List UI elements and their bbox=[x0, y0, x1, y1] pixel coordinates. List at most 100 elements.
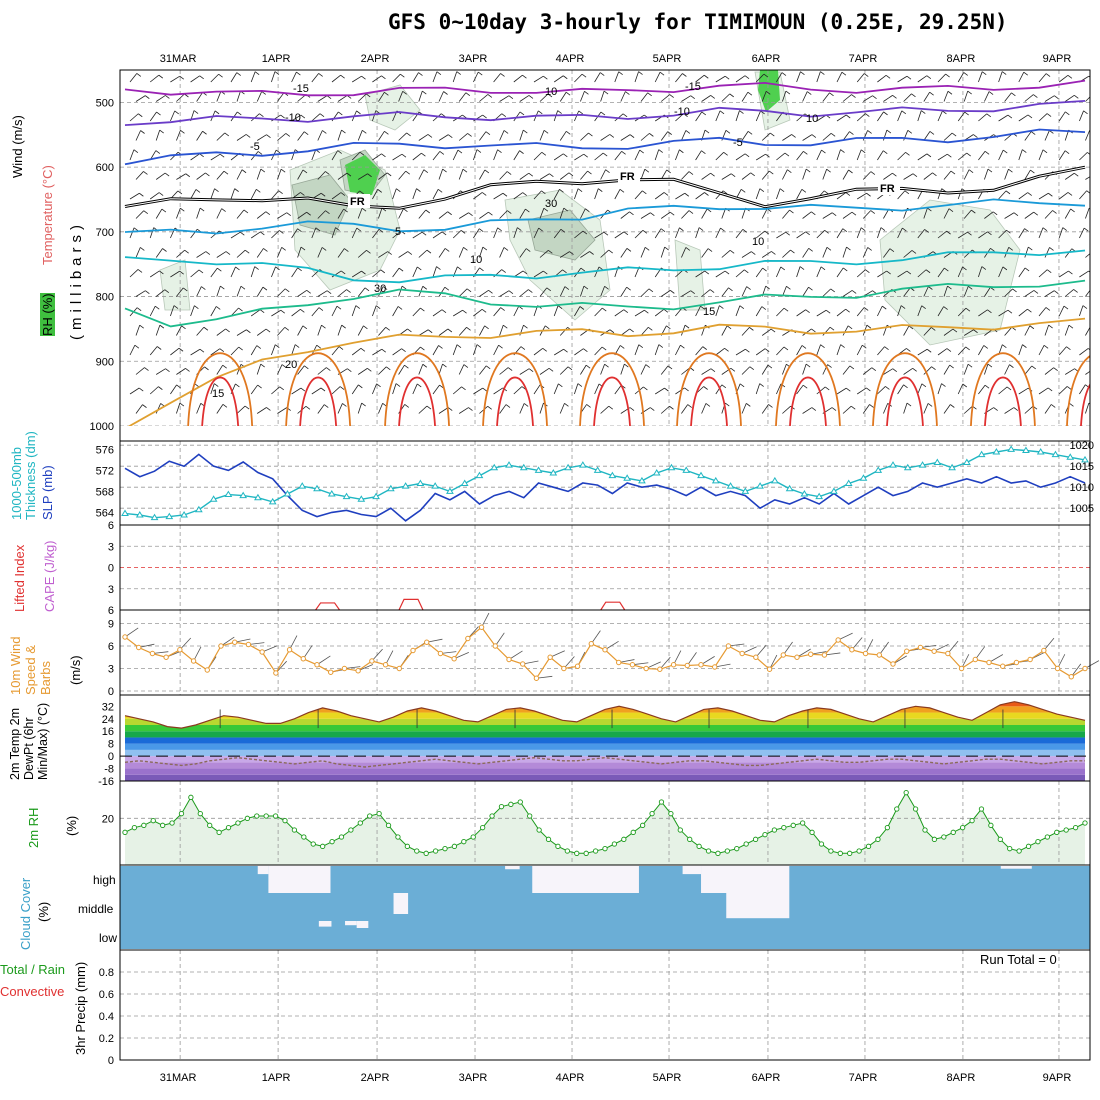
ua-barb bbox=[701, 368, 712, 375]
ua-barb bbox=[782, 209, 790, 219]
rh2m-point bbox=[639, 822, 646, 828]
ua-barb-flag bbox=[164, 289, 170, 293]
ua-barb bbox=[230, 346, 239, 356]
ua-barb bbox=[412, 266, 418, 278]
ua-barb bbox=[155, 289, 166, 297]
hot-contour-1 bbox=[299, 376, 338, 426]
ua-barb-flag bbox=[842, 267, 848, 272]
ua-barb bbox=[963, 209, 972, 219]
thickness-point bbox=[194, 505, 203, 513]
ua-barb bbox=[398, 285, 403, 297]
ua-barb-flag bbox=[386, 172, 392, 177]
thick-ytick-568: 568 bbox=[96, 486, 114, 498]
contour-label-8: 15 bbox=[703, 306, 715, 318]
ua-barb bbox=[594, 383, 600, 395]
ua-barb-flag bbox=[808, 286, 813, 291]
ua-barb bbox=[357, 402, 363, 414]
rh2m-point bbox=[1007, 846, 1013, 852]
wind10-point bbox=[533, 675, 540, 681]
ua-barb bbox=[877, 386, 886, 395]
wind10-line bbox=[124, 626, 1086, 680]
ua-barb bbox=[196, 326, 205, 336]
ua-barb bbox=[311, 227, 317, 239]
ua-barb-flag bbox=[303, 131, 309, 136]
ua-barb bbox=[776, 152, 786, 161]
wind10-point bbox=[821, 652, 828, 658]
rh2m-point bbox=[715, 850, 721, 856]
ua-barb-flag bbox=[765, 90, 771, 95]
isotherm--15 bbox=[124, 79, 1086, 97]
ua-barb bbox=[998, 149, 1004, 161]
ua-barb-flag bbox=[799, 266, 805, 270]
ua-barb-flag bbox=[466, 288, 472, 293]
ua-barb-flag bbox=[921, 383, 927, 388]
thickness-point bbox=[874, 466, 883, 473]
ua-barb bbox=[357, 287, 366, 297]
ua-barb bbox=[337, 324, 343, 336]
ua-barb-flag bbox=[931, 327, 936, 331]
ua-barb-flag bbox=[439, 151, 445, 155]
ua-barb bbox=[372, 269, 382, 278]
ua-barb-flag bbox=[921, 110, 926, 114]
ua-barb bbox=[149, 346, 158, 356]
ua-barb bbox=[135, 325, 141, 336]
ua-barb-flag bbox=[884, 346, 889, 350]
isotherm--10 bbox=[124, 100, 1086, 126]
ua-barb bbox=[216, 285, 221, 297]
ua-barb-flag bbox=[447, 328, 453, 333]
ua-barb bbox=[230, 231, 241, 239]
ua-wind-label: Wind (m/s) bbox=[10, 115, 25, 178]
ua-barb-flag bbox=[811, 134, 817, 138]
ua-barb-flag bbox=[306, 211, 311, 216]
ua-barb-flag bbox=[805, 231, 810, 236]
wind10-point bbox=[986, 659, 992, 666]
ua-barb-flag bbox=[421, 152, 426, 157]
rh2m-point bbox=[649, 811, 655, 817]
wind10-point bbox=[341, 665, 348, 672]
ua-barb-flag bbox=[820, 71, 825, 75]
ua-barb-flag bbox=[185, 173, 191, 178]
ua-barb-flag bbox=[845, 192, 851, 196]
wind10-point bbox=[739, 650, 745, 657]
ua-barb bbox=[432, 151, 441, 161]
ua-barb bbox=[681, 324, 686, 336]
ua-barb bbox=[392, 348, 402, 356]
ua-barb-flag bbox=[225, 328, 230, 333]
ua-barb bbox=[412, 383, 418, 395]
rh2m-point bbox=[950, 829, 956, 835]
ua-barb-flag bbox=[659, 71, 665, 76]
ua-barb bbox=[458, 327, 467, 336]
ua-barb-flag bbox=[730, 367, 736, 372]
ua-barb bbox=[291, 387, 302, 395]
ua-barb-flag bbox=[759, 383, 764, 387]
rh-dark-1 bbox=[527, 209, 596, 261]
ua-barb-flag bbox=[300, 387, 306, 392]
ua-barb-flag bbox=[482, 114, 487, 119]
temp-ytick--8: -8 bbox=[104, 764, 114, 776]
ua-barb-flag bbox=[214, 110, 220, 115]
ua-barb-flag bbox=[729, 93, 734, 98]
rh2m-point bbox=[178, 811, 185, 817]
rh2m-point bbox=[809, 829, 815, 835]
ua-barb-flag bbox=[751, 251, 756, 255]
ua-barb-flag bbox=[621, 151, 626, 155]
ua-barb-flag bbox=[762, 267, 767, 272]
slp-ytick-1005: 1005 bbox=[1070, 503, 1094, 515]
wind10-point bbox=[492, 643, 498, 649]
ua-barb bbox=[337, 129, 342, 141]
ua-barb bbox=[957, 188, 963, 200]
thickness-point bbox=[1007, 445, 1016, 452]
ua-barb bbox=[190, 75, 200, 83]
ua-barb bbox=[594, 307, 603, 317]
ua-barb bbox=[519, 208, 526, 219]
ua-barb-flag bbox=[730, 173, 736, 178]
ua-barb bbox=[372, 305, 377, 317]
ua-barb bbox=[1058, 305, 1065, 317]
ua-barb bbox=[297, 365, 305, 375]
thickness-point bbox=[578, 461, 587, 468]
ua-barb-flag bbox=[246, 329, 251, 334]
date-tick-top-4: 4APR bbox=[556, 53, 585, 65]
ua-barb bbox=[438, 91, 444, 102]
ua-barb-flag bbox=[830, 288, 835, 293]
ua-barb-flag bbox=[385, 326, 390, 331]
